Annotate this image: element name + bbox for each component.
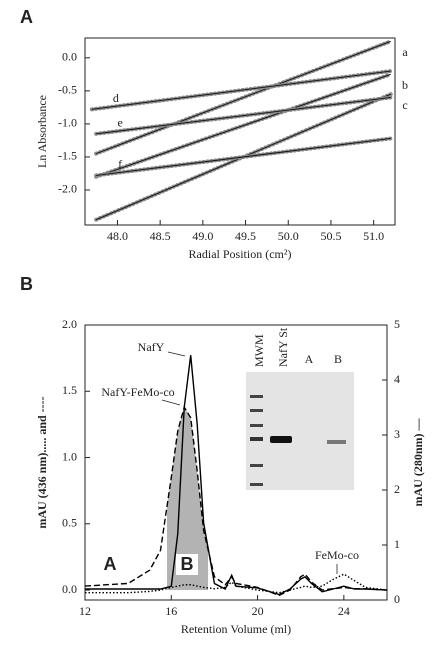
x-tick-label: 48.0	[107, 229, 128, 243]
y-tick-label: 1.0	[62, 449, 77, 463]
y2-tick-label: 0	[394, 592, 400, 606]
annotation: NafY-FeMo-co	[101, 385, 174, 399]
y-tick-label: -2.0	[58, 182, 77, 196]
gel-band	[250, 483, 263, 486]
x-tick-label: 16	[165, 604, 177, 618]
gel-band	[250, 409, 263, 412]
y2-tick-label: 3	[394, 427, 400, 441]
annotation: A	[104, 554, 117, 574]
fit-line	[96, 97, 391, 135]
shaded-area	[166, 407, 208, 591]
series-line	[85, 573, 388, 594]
inset-label: A	[305, 352, 314, 366]
panel-label: B	[20, 274, 33, 294]
x-tick-label: 50.5	[320, 229, 341, 243]
fit-line	[95, 73, 391, 178]
inset-label: B	[334, 352, 342, 366]
gel	[246, 372, 354, 490]
x-tick-label: 24	[338, 604, 350, 618]
inset-label: NafY St	[276, 327, 290, 367]
panel-label: A	[20, 7, 33, 27]
gel-band	[250, 464, 263, 467]
y-tick-label: 0.5	[62, 516, 77, 530]
y2-tick-label: 2	[394, 482, 400, 496]
gel-band	[250, 395, 263, 398]
series-label: e	[117, 116, 122, 130]
fit-line	[91, 70, 391, 110]
series-label: c	[402, 98, 407, 112]
x-tick-label: 50.0	[278, 229, 299, 243]
gel-band	[270, 436, 292, 443]
y-axis-label: Ln Absorbance	[35, 95, 49, 168]
y-tick-label: 2.0	[62, 317, 77, 331]
series-label: b	[402, 78, 408, 92]
x-tick-label: 51.0	[363, 229, 384, 243]
y-tick-label: -0.5	[58, 83, 77, 97]
y-tick-label: 0.0	[62, 50, 77, 64]
y-tick-label: 1.5	[62, 383, 77, 397]
series-label: f	[118, 157, 122, 171]
annotation: NafY	[138, 340, 165, 354]
plot-frame	[84, 324, 388, 601]
gel-band	[250, 424, 263, 427]
series-label: d	[113, 91, 119, 105]
y-axis-label: mAU (436 nm)..... and ----	[35, 396, 49, 528]
y-tick-label: 0.0	[62, 582, 77, 596]
y2-tick-label: 1	[394, 537, 400, 551]
x-tick-label: 48.5	[150, 229, 171, 243]
series-label: a	[402, 45, 408, 59]
x-tick-label: 49.5	[235, 229, 256, 243]
annotation-box	[176, 554, 198, 575]
annotation: FeMo-co	[315, 548, 359, 562]
fit-line	[95, 40, 391, 155]
x-tick-label: 20	[252, 604, 264, 618]
annotation-pointer	[167, 351, 186, 357]
inset-label: MWM	[252, 334, 266, 367]
y-tick-label: -1.5	[58, 149, 77, 163]
fit-line	[96, 137, 391, 176]
gel-band	[327, 440, 346, 444]
x-tick-label: 49.0	[192, 229, 213, 243]
series-line	[84, 405, 388, 597]
y2-axis-label: mAU (280nm) —	[411, 418, 425, 507]
y2-tick-label: 4	[394, 372, 400, 386]
gel-band	[250, 437, 263, 441]
y-tick-label: -1.0	[58, 116, 77, 130]
x-axis-label: Radial Position (cm²)	[189, 247, 292, 261]
annotation-pointer	[161, 399, 181, 406]
x-axis-label: Retention Volume (ml)	[181, 622, 291, 636]
x-tick-label: 12	[79, 604, 91, 618]
y2-tick-label: 5	[394, 317, 400, 331]
gel-inset	[246, 372, 354, 490]
annotation: B	[181, 554, 194, 574]
plot-frame	[84, 37, 396, 226]
